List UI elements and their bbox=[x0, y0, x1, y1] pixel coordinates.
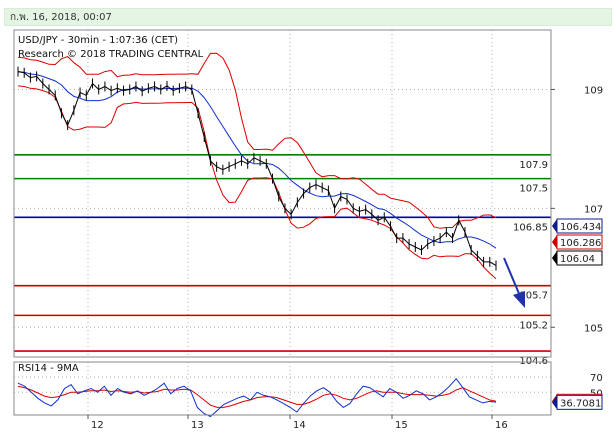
y-tick-label: 105 bbox=[584, 323, 603, 334]
price-badge-value: 106.434 bbox=[560, 222, 601, 233]
bollinger-lower bbox=[17, 85, 497, 280]
forecast-arrow bbox=[503, 257, 525, 308]
rsi-frame bbox=[13, 361, 552, 416]
timestamp-bar: ก.พ. 16, 2018, 00:07 bbox=[4, 8, 612, 26]
price-badge-value: 106.286 bbox=[560, 238, 601, 249]
timestamp-text: ก.พ. 16, 2018, 00:07 bbox=[10, 12, 112, 23]
price-badge-value: 106.04 bbox=[560, 254, 595, 265]
rsi-line bbox=[17, 377, 497, 418]
chart-credit: Research © 2018 TRADING CENTRAL bbox=[18, 49, 204, 60]
y-tick-label: 109 bbox=[584, 85, 603, 96]
price-badge-pointer bbox=[552, 219, 557, 233]
moving-average-line bbox=[17, 71, 497, 249]
x-tick-label: 15 bbox=[395, 420, 408, 431]
price-badge-pointer bbox=[552, 251, 557, 265]
bollinger-layer bbox=[17, 52, 497, 280]
rsi-tick-label: 50 bbox=[590, 388, 603, 399]
axes-layer: 12 13 14 15 16 109 107 105 106.434 106.286 106.04 7… bbox=[13, 29, 603, 431]
rsi-layer bbox=[17, 377, 497, 418]
rsi-ma-line bbox=[17, 385, 497, 408]
chart-title: USD/JPY - 30min - 1:07:36 (CET) bbox=[18, 35, 178, 46]
y-tick-label: 107 bbox=[584, 204, 603, 215]
rsi-tick-label: 70 bbox=[590, 373, 603, 384]
bollinger-upper bbox=[17, 52, 497, 229]
rsi-label: RSI14 - 9MA bbox=[18, 363, 79, 374]
price-line bbox=[17, 71, 497, 266]
x-tick-label: 14 bbox=[293, 420, 306, 431]
rsi-badge-pointer bbox=[552, 395, 557, 410]
price-layer bbox=[17, 66, 497, 271]
level-label: 106.85 bbox=[513, 222, 548, 233]
x-tick-label: 16 bbox=[495, 420, 508, 431]
level-label: 105.2 bbox=[519, 320, 548, 331]
rsi-badge-value: 36.7081 bbox=[560, 398, 601, 409]
level-label: 107.9 bbox=[519, 160, 548, 171]
level-label: 105.7 bbox=[519, 291, 548, 302]
x-tick-label: 12 bbox=[91, 420, 104, 431]
level-label: 107.5 bbox=[519, 184, 548, 195]
x-tick-label: 13 bbox=[191, 420, 204, 431]
price-badge-pointer bbox=[552, 235, 557, 249]
grid-layer bbox=[14, 30, 551, 415]
price-frame bbox=[13, 29, 552, 358]
